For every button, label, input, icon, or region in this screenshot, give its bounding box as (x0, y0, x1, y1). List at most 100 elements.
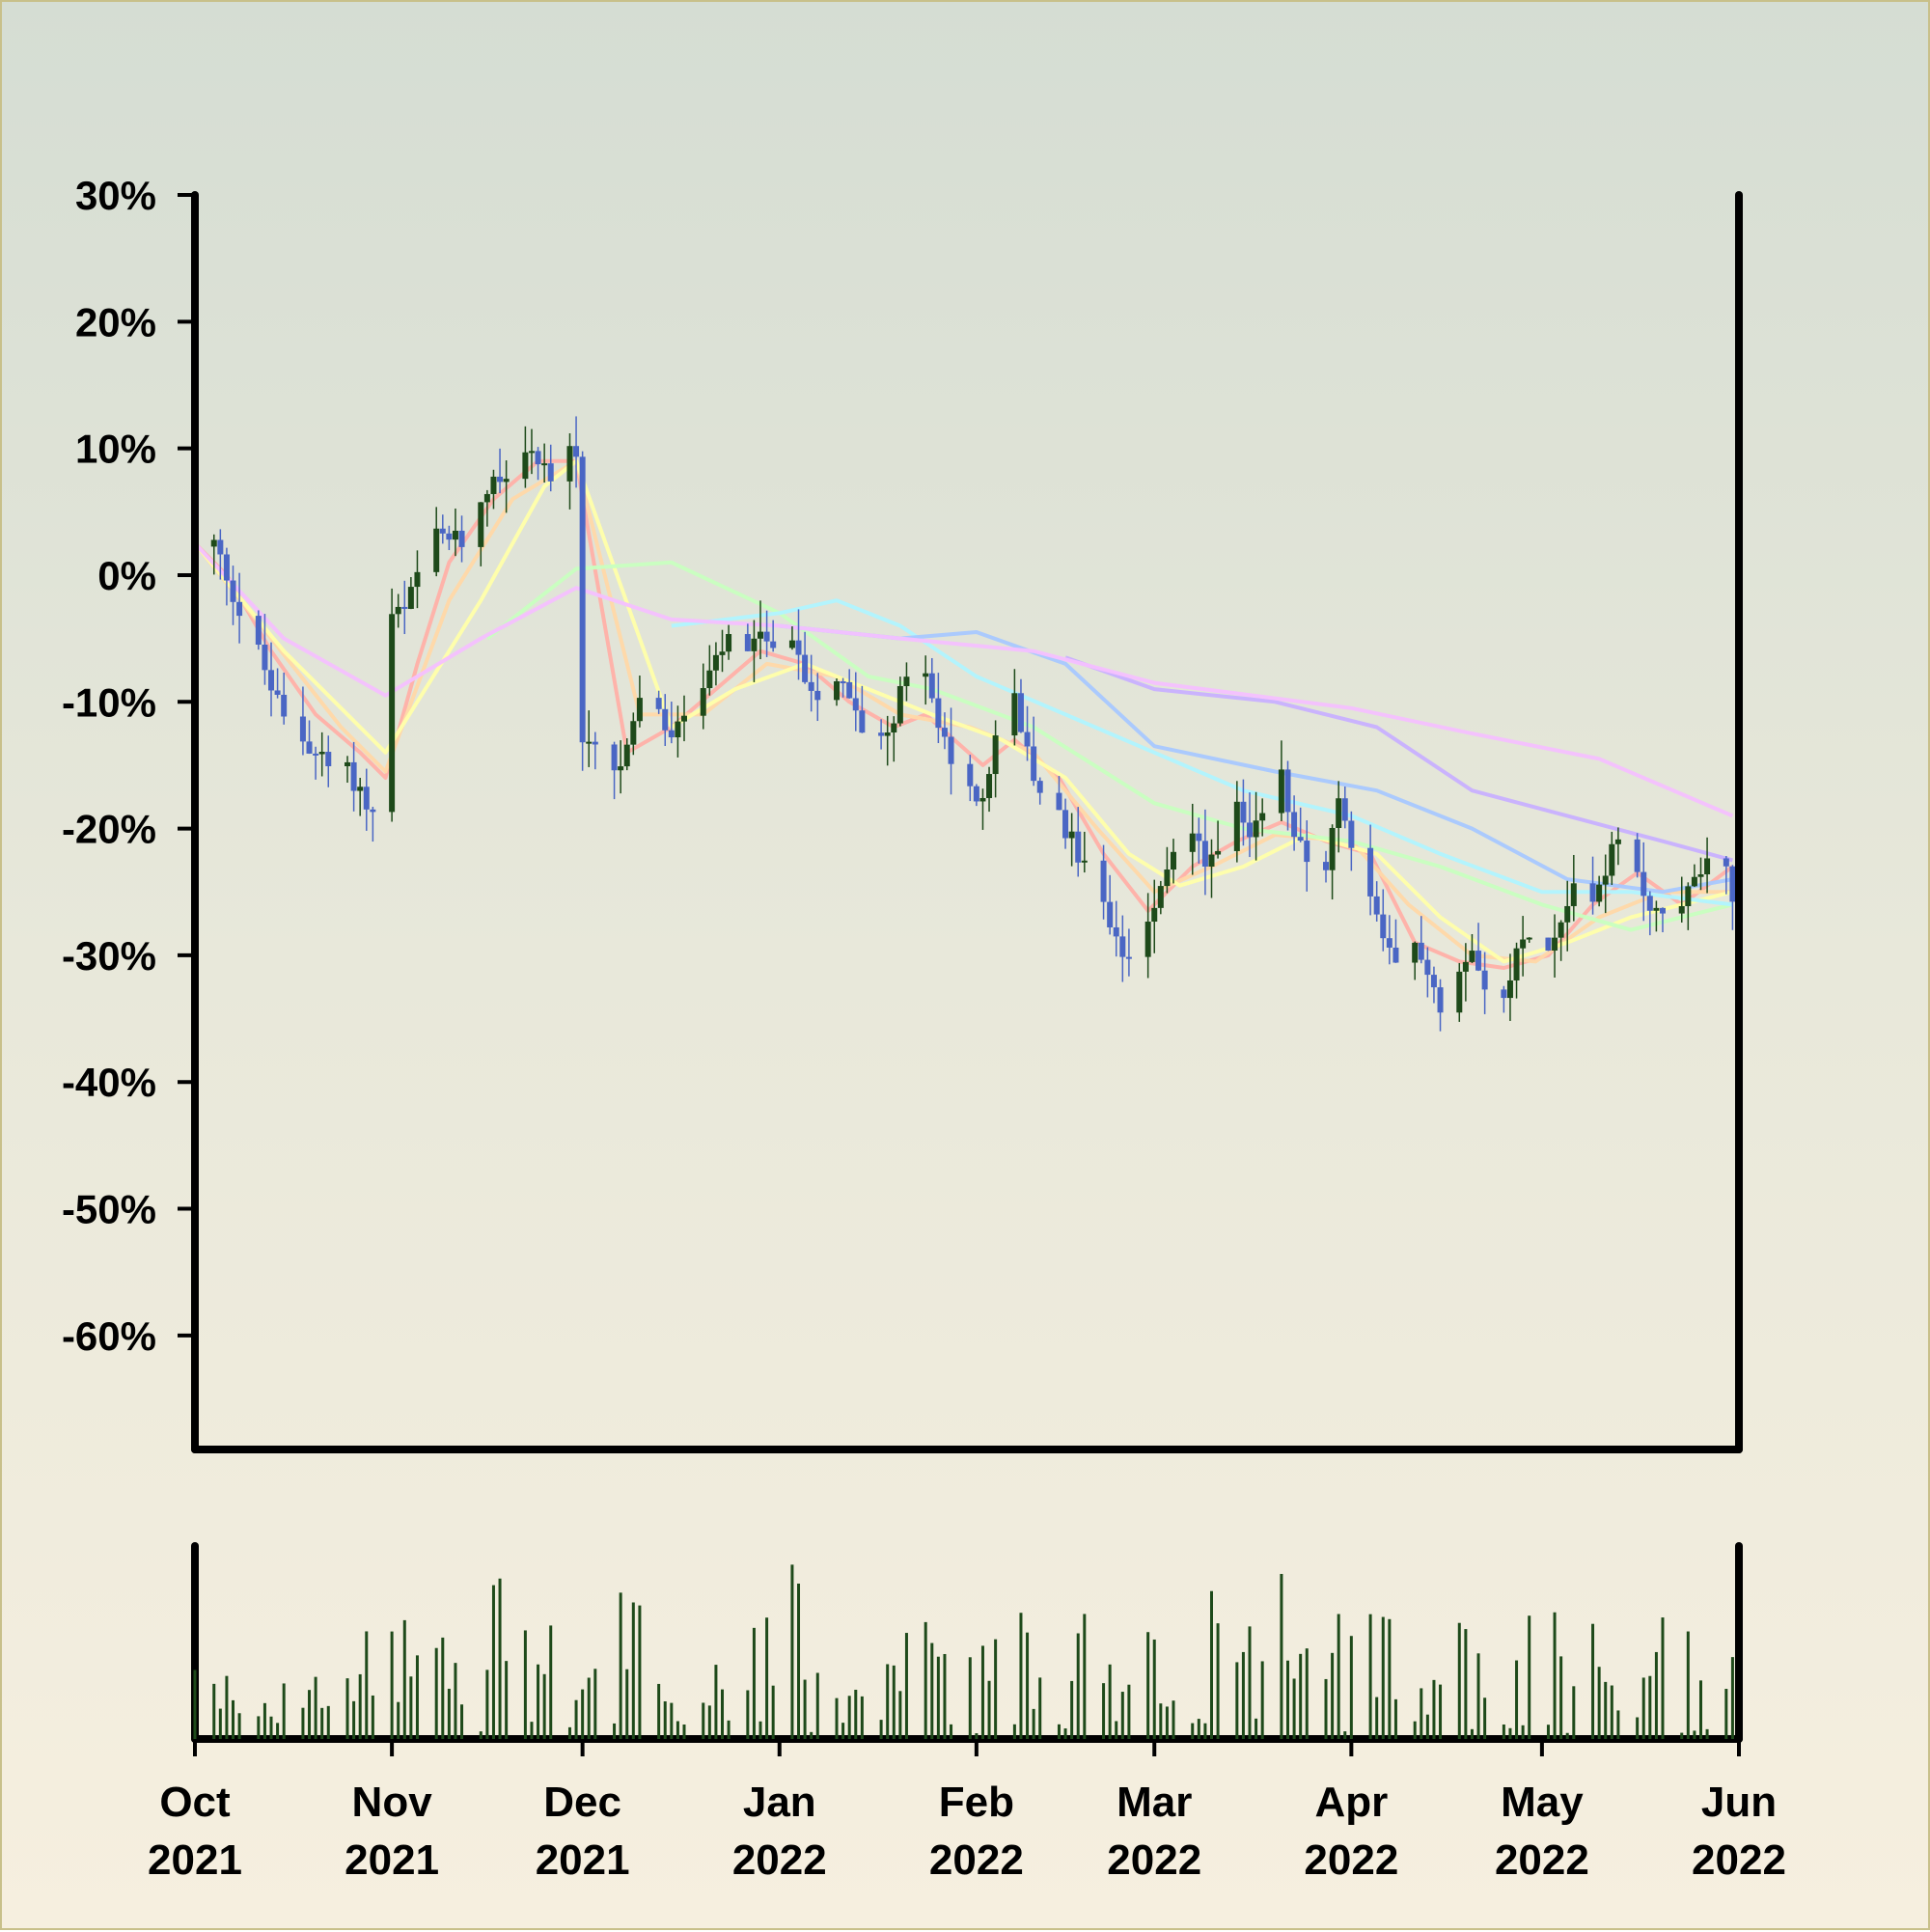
candle-body (903, 676, 910, 686)
candle-body (1304, 841, 1310, 863)
volume-bar (326, 1705, 330, 1739)
volume-bar (1680, 1732, 1684, 1739)
candle-body (744, 634, 751, 651)
candle-body (636, 698, 643, 722)
candle-body (668, 730, 675, 738)
candle-body (788, 640, 795, 649)
candle-body (1506, 980, 1513, 999)
volume-bar (1146, 1632, 1150, 1739)
volume-bar (815, 1672, 819, 1739)
candle-body (1552, 937, 1558, 952)
candle-body (1418, 942, 1424, 960)
volume-bar (314, 1676, 317, 1739)
volume-bar (1115, 1721, 1118, 1739)
volume-bar (441, 1637, 445, 1739)
candle-body (1189, 833, 1196, 852)
volume-bar (549, 1625, 553, 1739)
volume-bar (860, 1696, 864, 1739)
candle-body (325, 752, 332, 766)
candle-body (281, 694, 288, 717)
candle-body (1017, 693, 1024, 732)
volume-bar (950, 1724, 953, 1739)
x-tick-year: 2021 (536, 1836, 630, 1884)
candle-body (726, 634, 732, 652)
volume-bar (1393, 1698, 1397, 1739)
candle-body (395, 606, 401, 615)
candle-body (928, 673, 935, 699)
candle-body (401, 606, 408, 609)
volume-bar (1012, 1724, 1016, 1739)
candle-body (1475, 951, 1482, 971)
candle-body (274, 690, 281, 695)
volume-bar (886, 1664, 890, 1739)
volume-bar (898, 1691, 902, 1739)
x-tick-year: 2022 (1304, 1836, 1398, 1884)
candle-body (1380, 914, 1387, 939)
volume-bar (1420, 1688, 1423, 1739)
candle-body (1113, 926, 1119, 937)
candle-body (1208, 854, 1215, 868)
volume-bar (1324, 1678, 1328, 1739)
candle-body (662, 708, 669, 731)
x-tick-month: Nov (352, 1779, 433, 1826)
x-tick-month: Dec (543, 1779, 621, 1826)
volume-bar (1254, 1718, 1258, 1739)
candle-body (623, 744, 630, 767)
volume-bar (1070, 1680, 1074, 1739)
candles-layer (192, 416, 1736, 1032)
candle-body (1164, 869, 1171, 887)
candle-body (503, 479, 510, 483)
y-tick-label: 0% (97, 553, 156, 598)
volume-bar (771, 1685, 775, 1739)
candle-body (1107, 901, 1114, 927)
volume-bar (1698, 1680, 1702, 1739)
candle-body (1691, 876, 1697, 887)
candle-body (992, 735, 999, 775)
volume-bar (1470, 1728, 1474, 1739)
x-tick-month: Jun (1701, 1779, 1777, 1826)
candle-body (973, 786, 979, 802)
volume-bar (1591, 1623, 1595, 1739)
volume-bar (1604, 1681, 1608, 1739)
volume-bar (758, 1721, 762, 1739)
candle-body (1392, 947, 1399, 963)
volume-bar (657, 1683, 661, 1739)
candle-body (891, 723, 897, 733)
candle-body (586, 741, 593, 744)
volume-bar (1102, 1683, 1106, 1739)
candle-body (1646, 896, 1653, 911)
volume-bar (1286, 1660, 1290, 1739)
volume-bar (225, 1675, 229, 1739)
volume-bar (638, 1605, 642, 1739)
volume-bar (397, 1701, 400, 1739)
volume-bar (727, 1720, 731, 1739)
volume-bar (308, 1690, 312, 1739)
candle-body (1278, 769, 1284, 814)
x-tick-year: 2021 (148, 1836, 242, 1884)
x-tick-month: May (1501, 1779, 1584, 1826)
candle-body (528, 451, 535, 454)
candle-body (675, 721, 681, 738)
candle-body (370, 809, 376, 813)
volume-bar (765, 1617, 769, 1739)
volume-bar (1368, 1614, 1372, 1739)
candle-body (306, 741, 313, 754)
volume-bar (1425, 1714, 1429, 1739)
volume-bar (841, 1723, 845, 1739)
candle-body (1386, 938, 1392, 948)
candle-body (1215, 850, 1222, 855)
volume-bar (904, 1633, 908, 1739)
volume-bar (460, 1704, 464, 1739)
volume-bar (1641, 1677, 1645, 1739)
volume-bar (1076, 1633, 1080, 1739)
candle-body (1723, 858, 1729, 867)
volume-bar (835, 1697, 839, 1739)
volume-bar (352, 1700, 356, 1739)
candle-body (852, 698, 859, 711)
volume-bar (1654, 1651, 1658, 1739)
candle-body (573, 446, 580, 457)
candle-body (1100, 860, 1107, 902)
candle-body (1678, 905, 1685, 914)
x-tick-month: Feb (939, 1779, 1014, 1826)
volume-bar (1432, 1679, 1436, 1739)
